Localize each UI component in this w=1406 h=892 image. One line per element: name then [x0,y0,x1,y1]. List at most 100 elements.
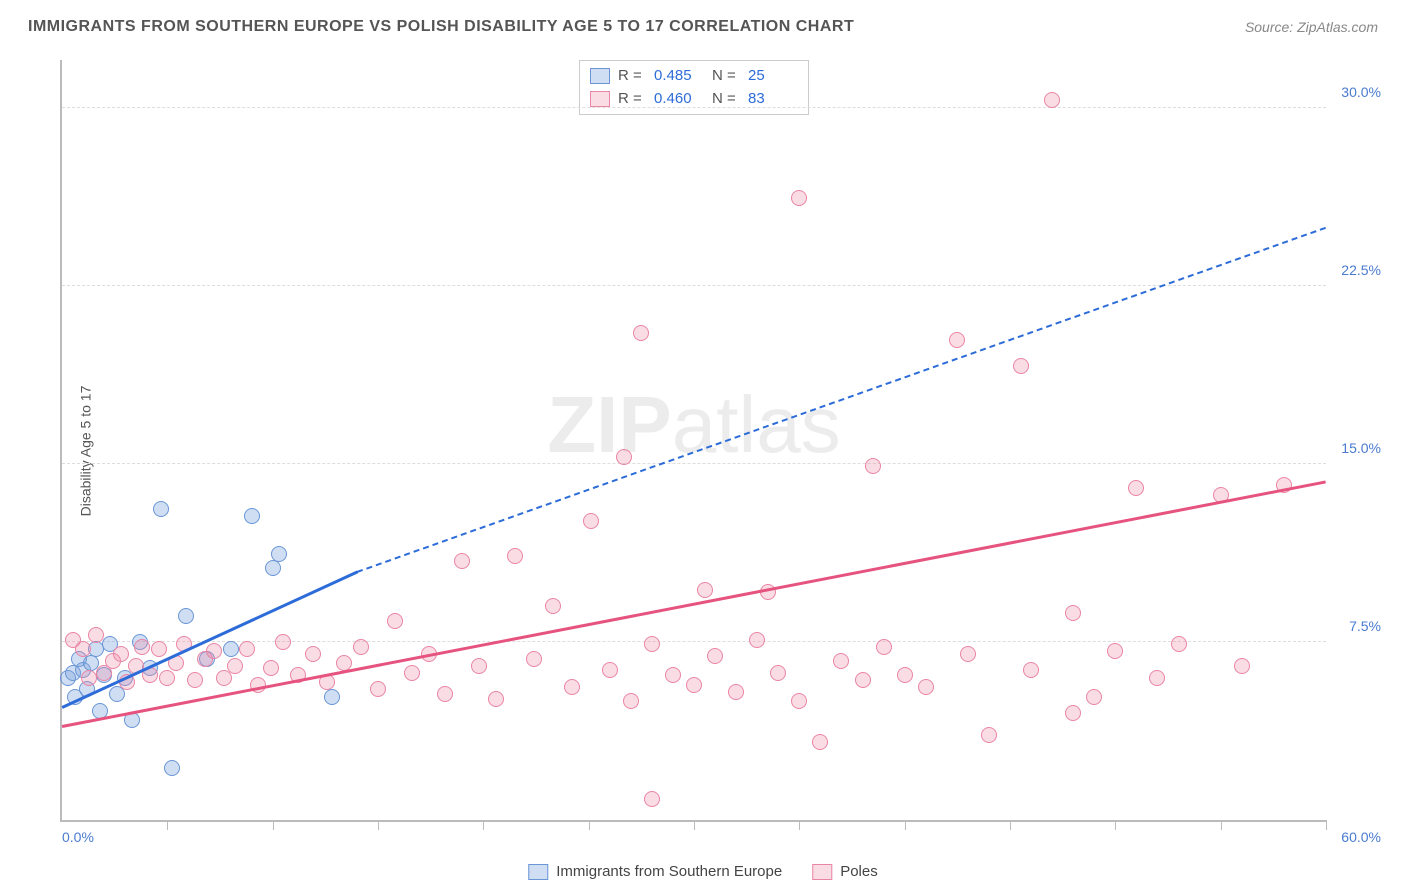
scatter-point [526,651,542,667]
scatter-point [153,501,169,517]
x-tick [1221,820,1222,830]
x-max-label: 60.0% [1341,829,1381,845]
legend-swatch [812,864,832,880]
scatter-point [728,684,744,700]
scatter-point [855,672,871,688]
stat-r-label: R = [618,65,646,88]
gridline [62,463,1326,464]
scatter-point [244,508,260,524]
scatter-point [113,646,129,662]
y-tick-label: 30.0% [1341,84,1381,100]
legend-swatch [590,68,610,84]
scatter-point [686,677,702,693]
scatter-point [623,693,639,709]
x-tick [905,820,906,830]
chart-area: Disability Age 5 to 17 ZIPatlas R =0.485… [50,60,1386,842]
scatter-point [1107,643,1123,659]
scatter-point [949,332,965,348]
scatter-point [1044,92,1060,108]
gridline [62,107,1326,108]
scatter-point [454,553,470,569]
trend-line [357,226,1327,572]
scatter-point [263,660,279,676]
x-min-label: 0.0% [62,829,94,845]
stats-row: R =0.485N =25 [590,65,798,88]
scatter-point [1149,670,1165,686]
legend-swatch [590,91,610,107]
scatter-point [697,582,713,598]
legend-swatch [528,864,548,880]
scatter-point [305,646,321,662]
y-tick-label: 7.5% [1349,618,1381,634]
scatter-point [981,727,997,743]
x-tick [378,820,379,830]
scatter-point [1065,605,1081,621]
x-tick [799,820,800,830]
scatter-point [812,734,828,750]
scatter-point [770,665,786,681]
y-tick-label: 22.5% [1341,262,1381,278]
scatter-point [159,670,175,686]
chart-title: IMMIGRANTS FROM SOUTHERN EUROPE VS POLIS… [28,18,854,36]
source-label: Source: ZipAtlas.com [1245,19,1378,35]
scatter-point [507,548,523,564]
scatter-point [81,670,97,686]
stat-n-label: N = [712,65,740,88]
scatter-point [897,667,913,683]
scatter-point [1128,480,1144,496]
scatter-point [134,639,150,655]
scatter-point [876,639,892,655]
y-tick-label: 15.0% [1341,440,1381,456]
scatter-point [665,667,681,683]
scatter-point [1065,705,1081,721]
scatter-point [583,513,599,529]
scatter-point [791,693,807,709]
scatter-point [602,662,618,678]
scatter-point [918,679,934,695]
scatter-point [1234,658,1250,674]
scatter-point [387,613,403,629]
legend-label: Immigrants from Southern Europe [556,863,782,880]
scatter-point [206,643,222,659]
scatter-point [404,665,420,681]
scatter-point [75,641,91,657]
scatter-point [1171,636,1187,652]
scatter-point [471,658,487,674]
scatter-point [1086,689,1102,705]
legend-item: Immigrants from Southern Europe [528,863,782,880]
scatter-point [187,672,203,688]
x-tick [1010,820,1011,830]
scatter-point [164,760,180,776]
scatter-point [833,653,849,669]
plot-region: ZIPatlas R =0.485N =25R =0.460N =83 7.5%… [60,60,1326,822]
watermark: ZIPatlas [547,379,840,471]
scatter-point [791,190,807,206]
scatter-point [227,658,243,674]
x-tick [1326,820,1327,830]
scatter-point [633,325,649,341]
scatter-point [151,641,167,657]
legend-label: Poles [840,863,878,880]
scatter-point [223,641,239,657]
x-tick [1115,820,1116,830]
scatter-point [239,641,255,657]
x-tick [273,820,274,830]
x-tick [694,820,695,830]
scatter-point [1023,662,1039,678]
scatter-point [707,648,723,664]
scatter-point [437,686,453,702]
scatter-point [865,458,881,474]
scatter-point [265,560,281,576]
scatter-point [1013,358,1029,374]
scatter-point [960,646,976,662]
scatter-point [178,608,194,624]
scatter-point [271,546,287,562]
scatter-point [616,449,632,465]
stat-r-value: 0.485 [654,65,704,88]
scatter-point [644,791,660,807]
scatter-point [564,679,580,695]
scatter-point [324,689,340,705]
scatter-point [488,691,504,707]
x-tick [483,820,484,830]
scatter-point [275,634,291,650]
